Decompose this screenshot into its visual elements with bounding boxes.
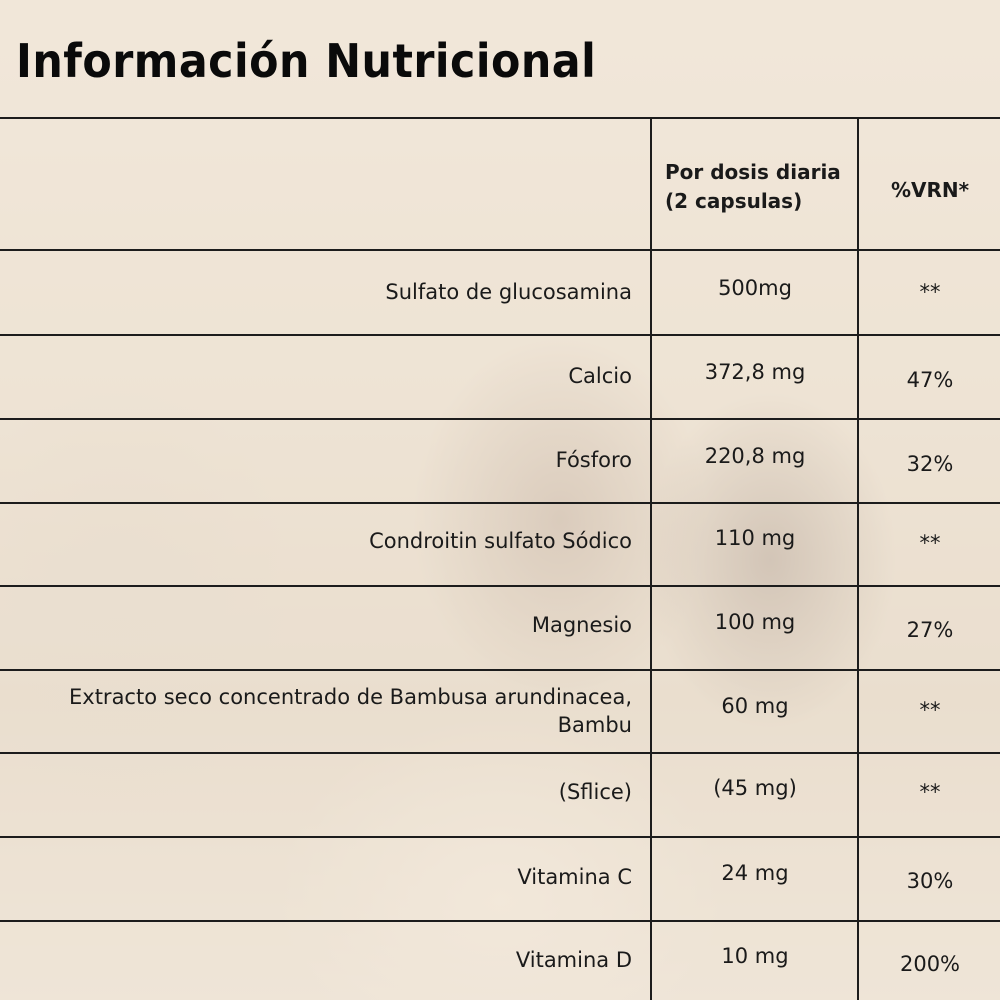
table-divider bbox=[0, 249, 1000, 251]
row-dose: 500mg bbox=[718, 275, 792, 300]
row-name: Vitamina D bbox=[515, 947, 632, 972]
header-dose-line1: Por dosis diaria bbox=[665, 160, 841, 184]
row-name-line1: Extracto seco concentrado de Bambusa aru… bbox=[69, 684, 632, 709]
header-dose-line2: (2 capsulas) bbox=[665, 189, 803, 213]
page-title: Información Nutricional bbox=[16, 34, 597, 88]
table-divider bbox=[0, 502, 1000, 504]
row-dose: 10 mg bbox=[721, 943, 789, 968]
table-divider bbox=[0, 669, 1000, 671]
row-dose: (45 mg) bbox=[713, 775, 797, 800]
row-name: Extracto seco concentrado de Bambusa aru… bbox=[10, 676, 632, 746]
table-divider bbox=[0, 585, 1000, 587]
table-divider bbox=[0, 418, 1000, 420]
row-name: Calcio bbox=[568, 363, 632, 388]
row-vrn: 30% bbox=[906, 868, 954, 893]
row-name: (Sflice) bbox=[558, 779, 632, 804]
row-dose: 372,8 mg bbox=[704, 359, 806, 384]
row-vrn: ** bbox=[919, 697, 941, 722]
row-name-line2: Bambu bbox=[557, 713, 632, 737]
row-vrn: ** bbox=[919, 530, 941, 555]
row-vrn: 47% bbox=[906, 367, 954, 392]
row-vrn: 27% bbox=[906, 617, 954, 642]
row-name: Sulfato de glucosamina bbox=[385, 279, 632, 304]
table-divider bbox=[0, 752, 1000, 754]
row-name: Vitamina C bbox=[517, 864, 632, 889]
row-dose: 110 mg bbox=[714, 525, 796, 550]
row-vrn: 32% bbox=[906, 451, 954, 476]
row-vrn: 200% bbox=[899, 951, 961, 976]
table-divider bbox=[0, 117, 1000, 119]
table-column-divider bbox=[857, 118, 859, 1000]
header-vrn: %VRN* bbox=[890, 177, 970, 202]
row-name: Condroitin sulfato Sódico bbox=[369, 528, 632, 553]
table-divider bbox=[0, 920, 1000, 922]
row-dose: 60 mg bbox=[721, 693, 789, 718]
table-column-divider bbox=[650, 118, 652, 1000]
row-name: Magnesio bbox=[531, 612, 632, 637]
row-vrn: ** bbox=[919, 279, 941, 304]
table-divider bbox=[0, 334, 1000, 336]
row-vrn: ** bbox=[919, 779, 941, 804]
row-name: Fósforo bbox=[555, 447, 632, 472]
row-dose: 100 mg bbox=[714, 609, 796, 634]
header-dose: Por dosis diaria (2 capsulas) bbox=[665, 152, 855, 222]
row-dose: 220,8 mg bbox=[704, 443, 806, 468]
table-divider bbox=[0, 836, 1000, 838]
row-dose: 24 mg bbox=[721, 860, 789, 885]
